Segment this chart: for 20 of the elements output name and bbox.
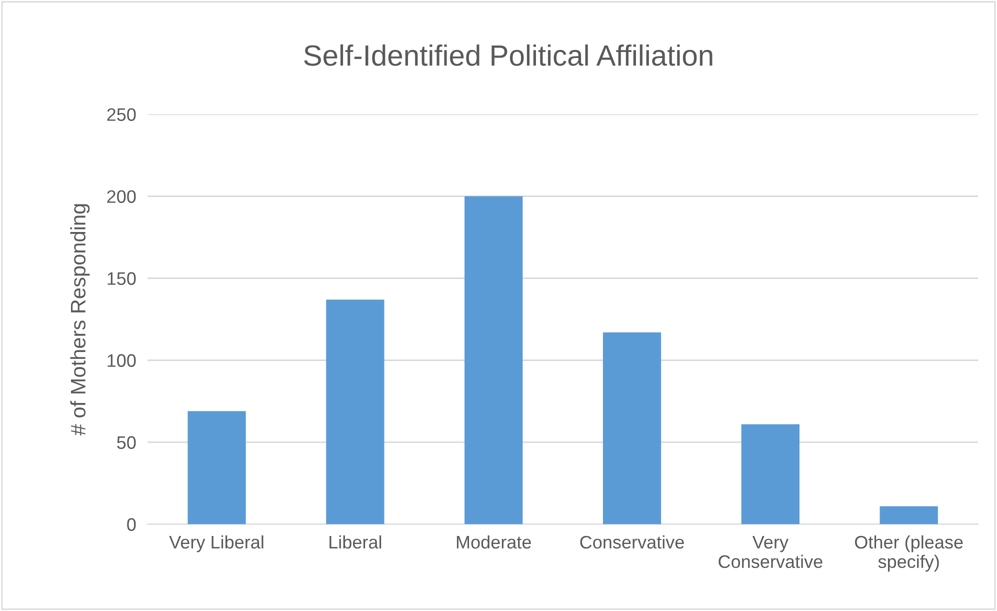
- x-tick-label: Moderate: [456, 535, 531, 549]
- y-tick-label: 250: [107, 108, 136, 121]
- bar: [464, 196, 523, 524]
- y-tick-label: 50: [117, 436, 136, 449]
- bar: [880, 506, 938, 524]
- y-tick-label: 200: [107, 190, 136, 203]
- x-tick-label: Very Liberal: [169, 535, 264, 552]
- x-tick-label: Liberal: [330, 535, 382, 549]
- x-tick-label: Conservative: [580, 535, 684, 549]
- x-tick-label: Very Conservative: [718, 536, 822, 568]
- bar: [741, 424, 800, 524]
- bar: [326, 300, 384, 524]
- chart-title: Self-Identified Political Affiliation: [304, 44, 712, 66]
- bar: [188, 411, 246, 524]
- y-tick-label: 100: [108, 354, 136, 367]
- y-tick-label: 150: [108, 272, 136, 285]
- x-tick-label: Other (please specify): [855, 535, 963, 572]
- y-axis-title: # of Mothers Responding: [70, 204, 90, 436]
- y-tick-label: 0: [127, 518, 136, 531]
- bar: [602, 332, 662, 524]
